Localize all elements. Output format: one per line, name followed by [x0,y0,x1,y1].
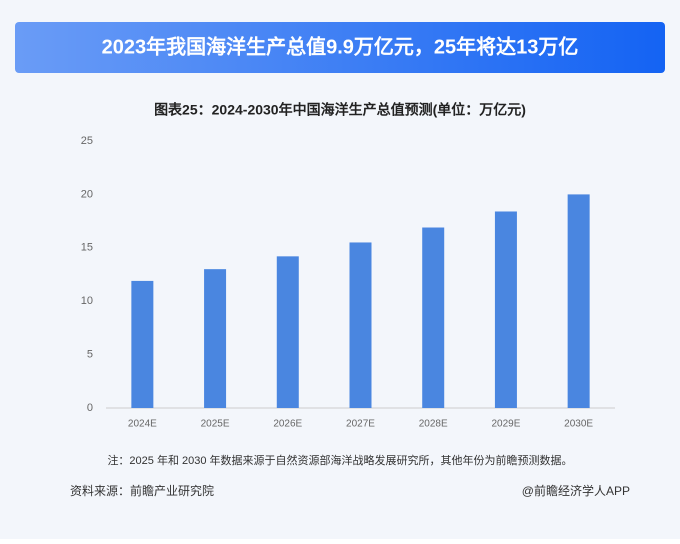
y-tick-label: 0 [87,402,93,414]
y-tick-label: 25 [81,135,93,147]
banner-title: 2023年我国海洋生产总值9.9万亿元，25年将达13万亿 [102,34,579,58]
x-tick-label: 2024E [128,419,157,430]
note: 注：2025 年和 2030 年数据来源于自然资源部海洋战略发展研究所，其他年份… [107,453,572,467]
bar [422,227,445,408]
bar [204,269,227,408]
x-tick-label: 2030E [564,419,593,430]
chart-title: 图表25：2024-2030年中国海洋生产总值预测(单位：万亿元) [154,102,526,118]
bar [349,242,372,408]
bar [276,256,299,408]
banner-bg [15,22,665,73]
source: 资料来源：前瞻产业研究院 [70,483,214,498]
brand: @前瞻经济学人APP [522,483,630,498]
x-tick-label: 2027E [346,419,375,430]
x-tick-label: 2025E [201,419,230,430]
y-tick-label: 5 [87,349,93,361]
bar [494,211,517,408]
y-tick-label: 15 [81,242,93,254]
y-tick-label: 10 [81,295,93,307]
x-tick-label: 2026E [273,419,302,430]
bar [567,194,590,408]
y-tick-label: 20 [81,188,93,200]
bar [131,280,154,408]
x-tick-label: 2028E [419,419,448,430]
x-tick-label: 2029E [491,419,520,430]
